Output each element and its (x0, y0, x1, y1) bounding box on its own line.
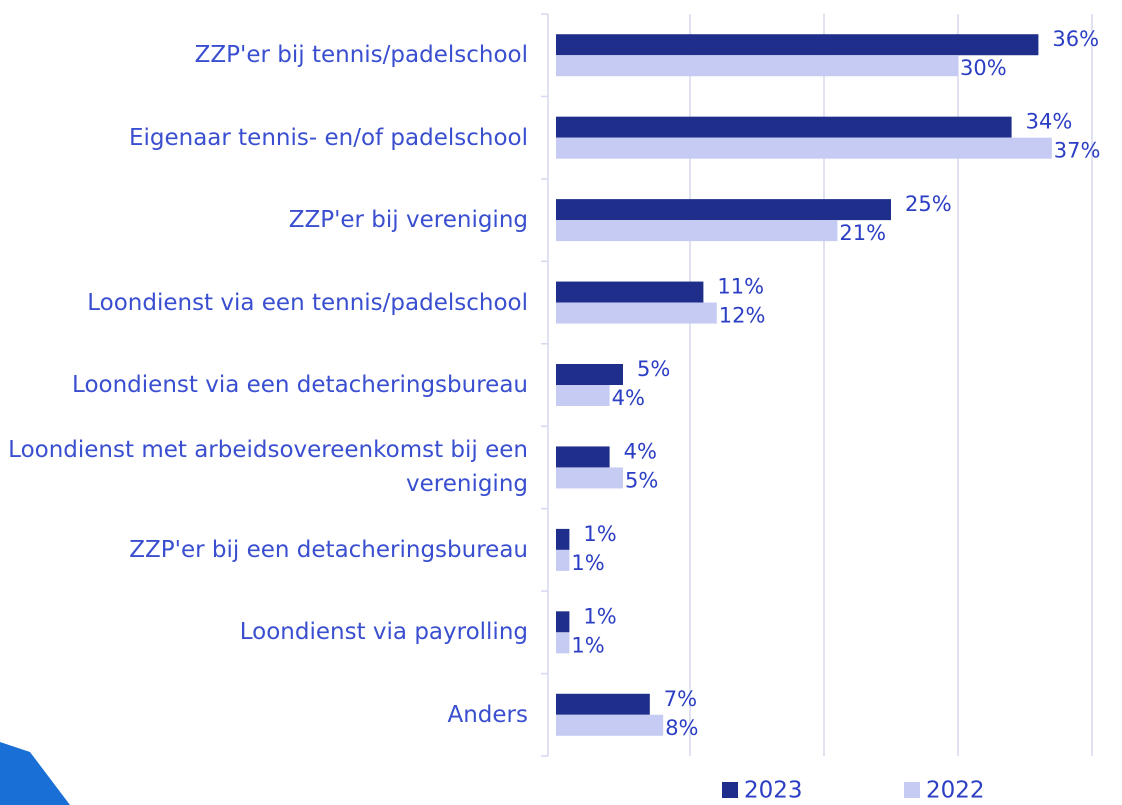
bar (556, 467, 623, 489)
bar (556, 137, 1052, 159)
category-label: Loondienst met arbeidsovereenkomst bij e… (8, 437, 528, 498)
value-label: 30% (960, 56, 1007, 80)
value-label: 37% (1054, 139, 1101, 163)
value-label: 21% (839, 221, 886, 245)
legend-label: 2023 (744, 778, 803, 804)
bar (556, 220, 838, 242)
value-label: 11% (717, 275, 764, 299)
bar (556, 611, 570, 633)
category-label: Loondienst via een tennis/padelschool (87, 289, 528, 316)
bar (556, 55, 958, 77)
bar (556, 281, 704, 303)
bar (556, 116, 1012, 138)
corner-decoration (0, 742, 70, 805)
bar (556, 528, 570, 550)
category-label: Anders (447, 701, 529, 728)
value-label: 1% (571, 551, 604, 575)
value-label: 4% (612, 386, 645, 410)
category-label: ZZP'er bij tennis/padelschool (194, 42, 528, 69)
bar (556, 632, 570, 654)
bar (556, 446, 610, 468)
value-label: 1% (583, 604, 616, 628)
value-label: 8% (665, 716, 698, 740)
category-label: Loondienst via payrolling (239, 619, 528, 646)
bar (556, 302, 717, 324)
value-label: 5% (625, 468, 658, 492)
bar (556, 34, 1039, 56)
category-label: Loondienst via een detacheringsbureau (72, 372, 528, 398)
value-label: 25% (905, 192, 952, 216)
value-label: 1% (571, 633, 604, 657)
bar (556, 199, 891, 221)
bar (556, 364, 623, 385)
category-label: ZZP'er bij vereniging (288, 207, 528, 234)
bar (556, 385, 610, 406)
legend-swatch (904, 782, 920, 798)
bar (556, 693, 650, 715)
value-label: 1% (583, 522, 616, 546)
category-label: ZZP'er bij een detacheringsbureau (129, 536, 528, 563)
legend-swatch (722, 782, 738, 798)
bar (556, 714, 664, 736)
category-label: Eigenaar tennis- en/of padelschool (128, 124, 528, 151)
legend-label: 2022 (926, 778, 985, 804)
value-label: 4% (624, 439, 657, 463)
value-label: 7% (664, 687, 697, 711)
value-label: 36% (1052, 27, 1099, 51)
value-label: 34% (1026, 110, 1073, 134)
bar (556, 549, 570, 571)
value-label: 12% (719, 304, 766, 328)
value-label: 5% (637, 357, 670, 381)
